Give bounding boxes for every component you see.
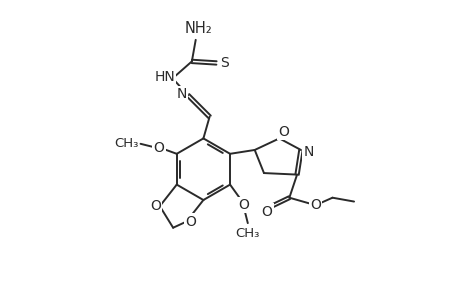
Text: HN: HN: [154, 70, 175, 84]
Text: NH₂: NH₂: [184, 21, 212, 36]
Text: O: O: [185, 214, 196, 229]
Text: S: S: [219, 56, 228, 70]
Text: N: N: [176, 87, 187, 101]
Text: O: O: [153, 141, 164, 155]
Text: O: O: [277, 125, 288, 139]
Text: CH₃: CH₃: [235, 227, 259, 240]
Text: O: O: [261, 205, 272, 219]
Text: O: O: [238, 198, 249, 212]
Text: N: N: [303, 145, 313, 158]
Text: O: O: [150, 199, 161, 213]
Text: CH₃: CH₃: [114, 137, 139, 150]
Text: O: O: [309, 198, 320, 212]
